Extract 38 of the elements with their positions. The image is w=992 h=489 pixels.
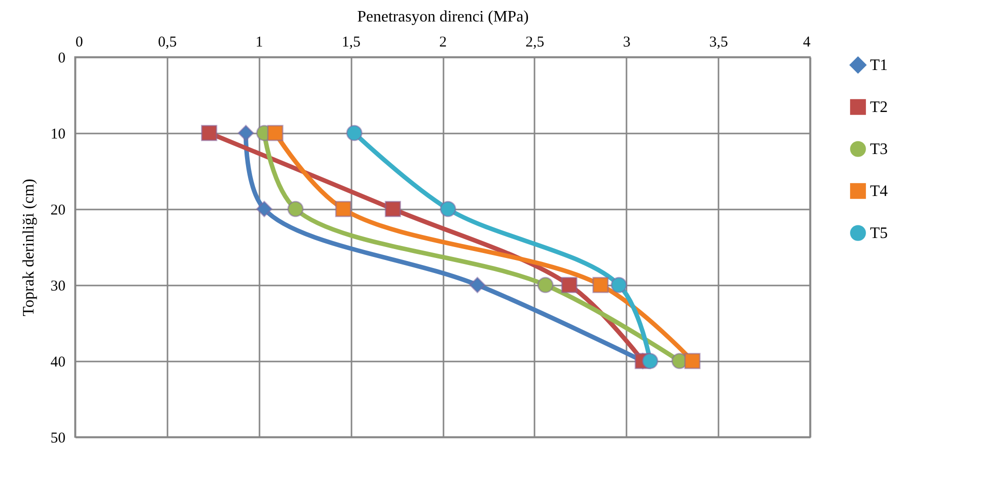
point [469, 276, 486, 294]
point [238, 124, 254, 142]
y-tick-label: 30 [50, 278, 66, 294]
point [267, 124, 284, 142]
y-tick-label: 50 [50, 430, 66, 446]
x-tick-label: 0 [76, 34, 83, 50]
x-tick-label: 1 [256, 34, 263, 50]
legend-label: T5 [870, 225, 888, 242]
x-tick-label: 4 [803, 34, 811, 50]
point [335, 200, 352, 218]
point [287, 200, 304, 218]
x-tick-label: 3,5 [709, 34, 728, 50]
legend-label: T3 [870, 141, 888, 158]
y-axis-title: Toprak derinliği (cm) [20, 178, 38, 316]
y-tick-label: 20 [50, 202, 66, 218]
point [684, 352, 701, 370]
legend-label: T2 [870, 99, 888, 116]
point [256, 200, 272, 218]
point [200, 124, 218, 142]
legend-label: T1 [870, 57, 888, 74]
x-tick-label: 3 [623, 34, 630, 50]
y-tick-label: 10 [50, 126, 66, 142]
point [610, 276, 628, 294]
legend-label: T4 [870, 183, 888, 200]
x-tick-label: 0,5 [158, 34, 177, 50]
x-tick-label: 1,5 [342, 34, 360, 50]
point [384, 200, 402, 218]
point [346, 124, 362, 142]
point [561, 276, 578, 294]
x-tick-label: 2 [439, 34, 447, 50]
point [592, 276, 609, 294]
y-tick-label: 40 [50, 354, 66, 370]
y-tick-label: 0 [58, 50, 66, 66]
point [537, 276, 554, 294]
x-axis-title: Penetrasyon direnci (MPa) [357, 8, 529, 26]
point [642, 352, 658, 370]
point [440, 200, 456, 218]
x-tick-label: 2,5 [526, 34, 544, 50]
